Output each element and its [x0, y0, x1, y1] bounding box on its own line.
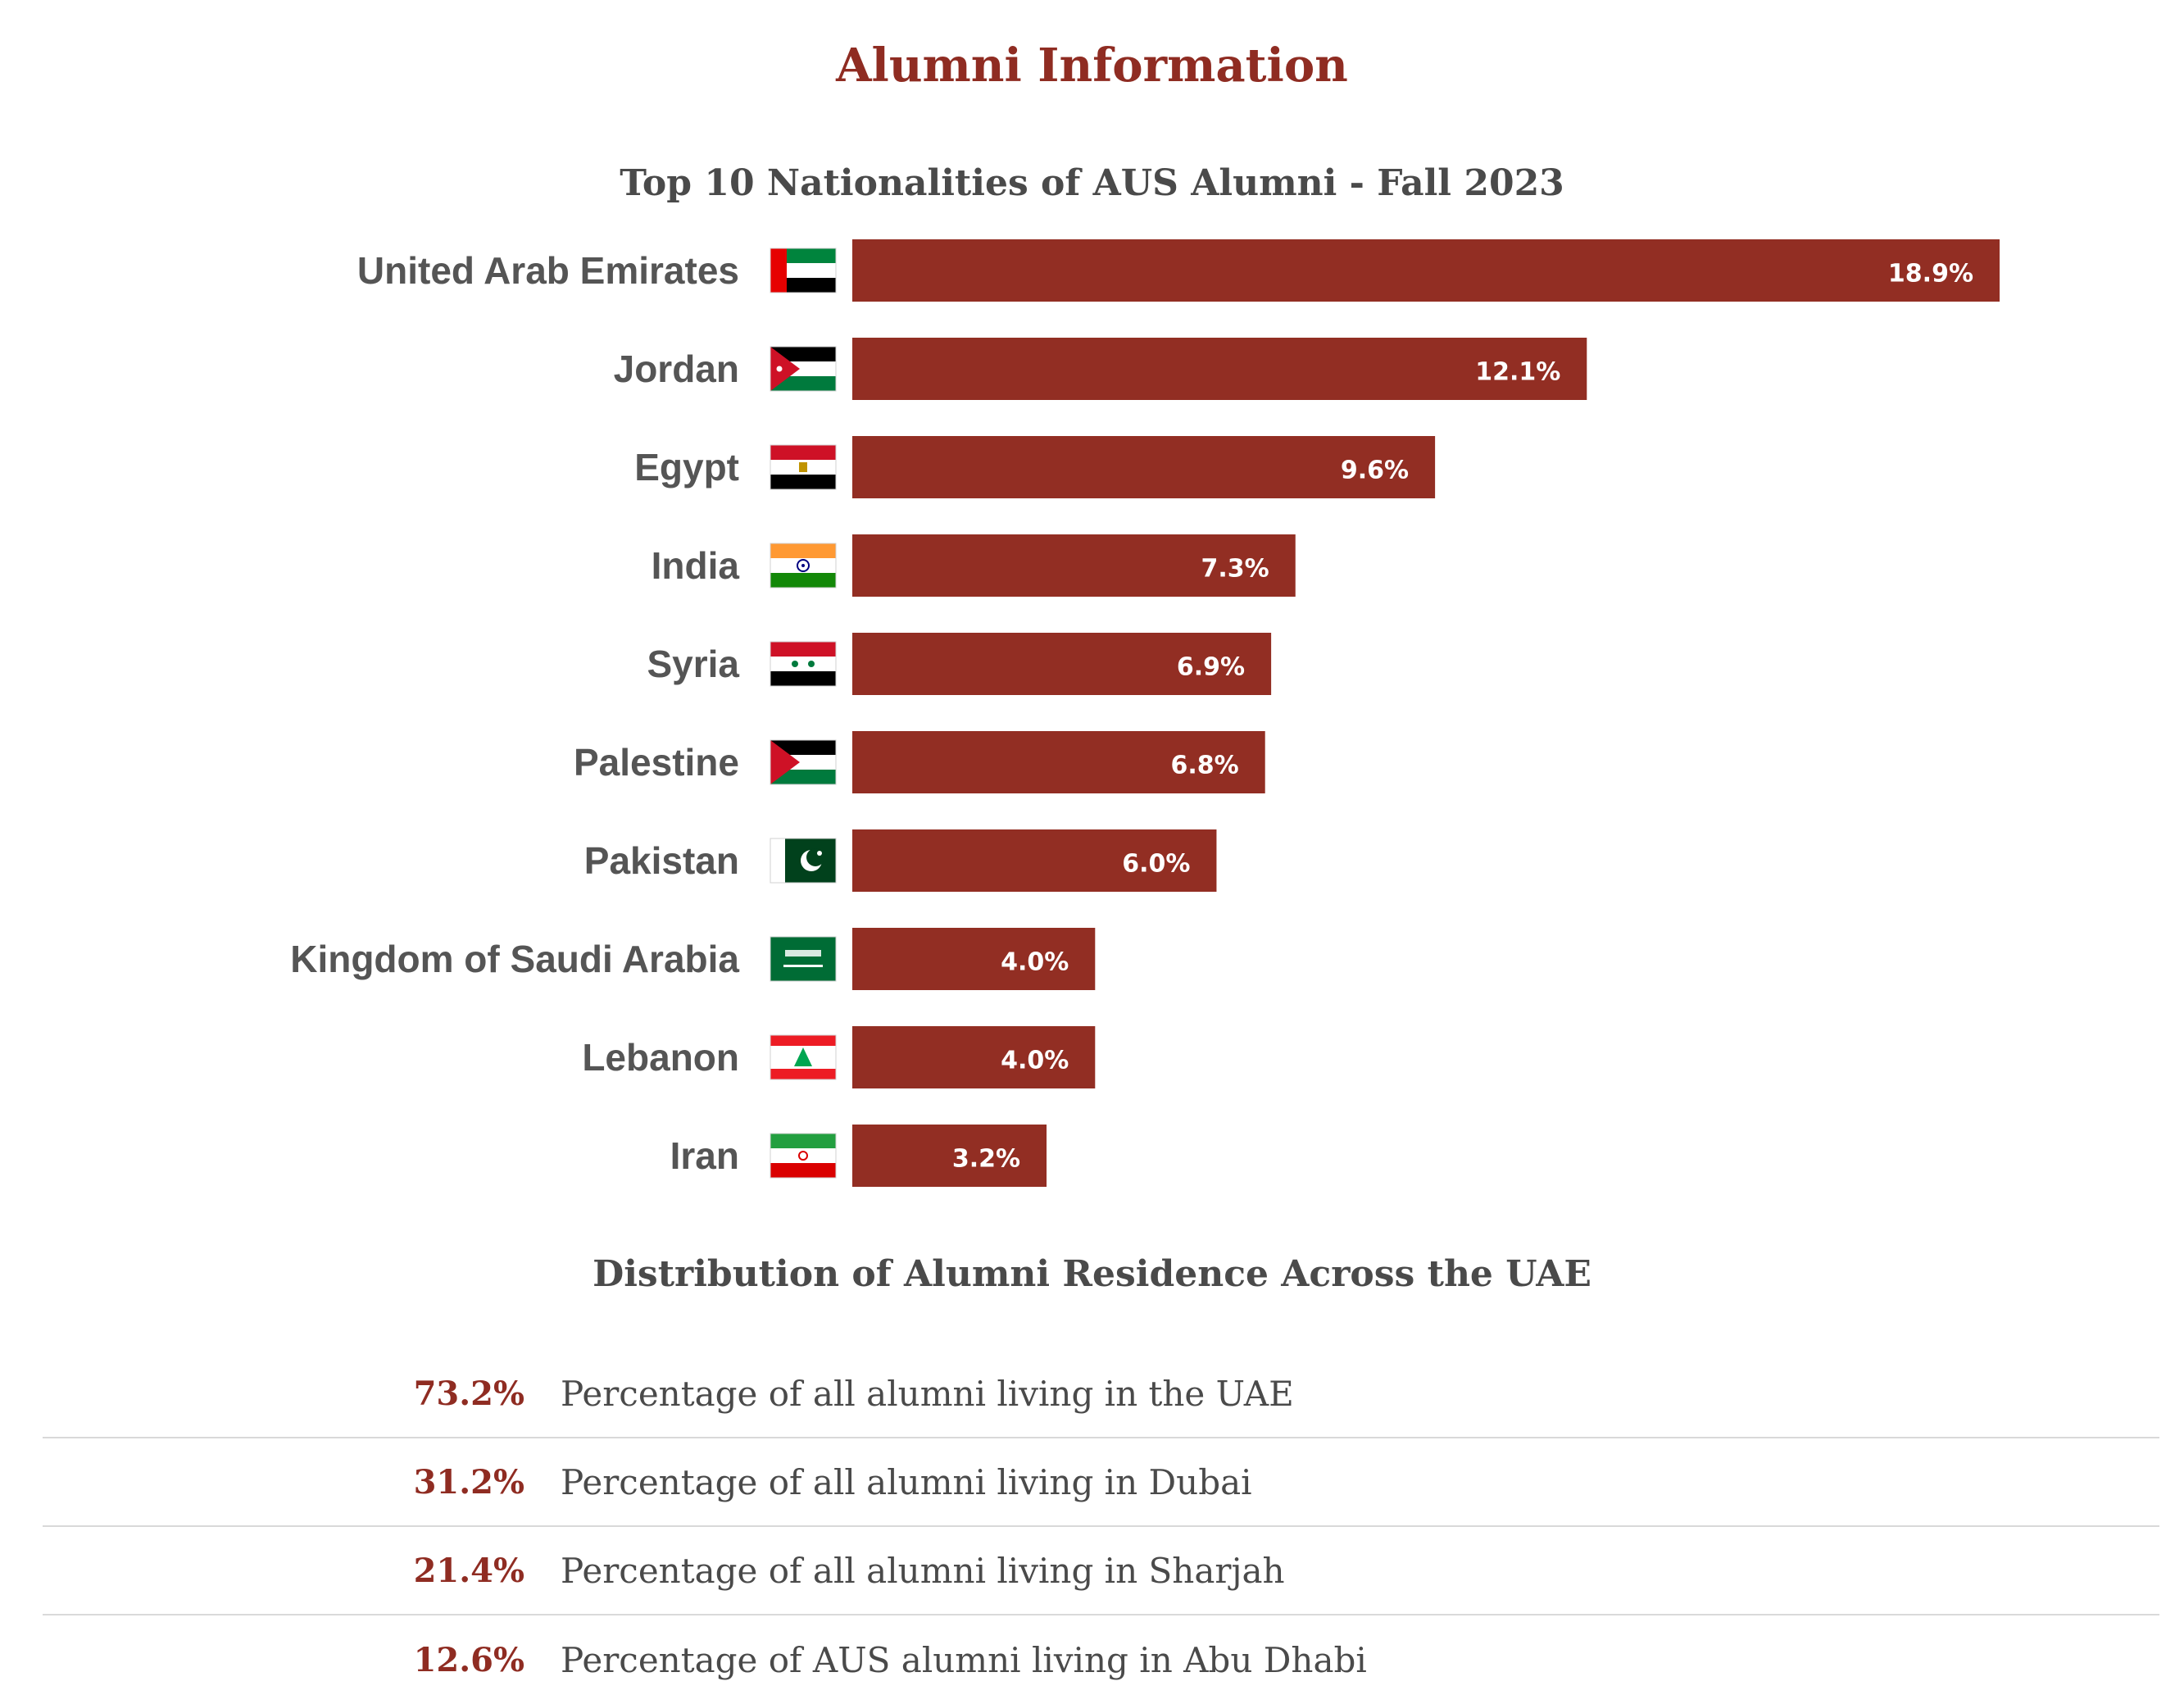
palestine-flag-icon	[770, 739, 837, 785]
bar-value-label: 4.0%	[1001, 1047, 1069, 1075]
bar-lebanon	[852, 1026, 1096, 1088]
bar-value-label: 6.0%	[1122, 850, 1190, 879]
stat-value: 21.4%	[413, 1551, 524, 1590]
category-label-lebanon: Lebanon	[582, 1036, 739, 1079]
residence-row-dubai: 31.2% Percentage of all alumni living in…	[43, 1438, 2159, 1527]
bar-united-arab-emirates	[852, 239, 2000, 302]
category-label-kingdom-of-saudi-arabia: Kingdom of Saudi Arabia	[290, 938, 739, 980]
nationalities-bar-chart: United Arab Emirates 18.9% Jordan 12.1% Egyp…	[290, 239, 2000, 1187]
category-label-united-arab-emirates: United Arab Emirates	[357, 249, 739, 292]
chart-title: Top 10 Nationalities of AUS Alumni - Fal…	[620, 162, 1564, 204]
saudi-arabia-flag-icon	[770, 936, 837, 982]
bar-value-label: 6.8%	[1171, 752, 1239, 780]
bar-kingdom-of-saudi-arabia	[852, 928, 1096, 990]
residence-stats-list: 73.2% Percentage of all alumni living in…	[43, 1350, 2159, 1704]
bar-value-label: 9.6%	[1341, 457, 1409, 485]
bar-palestine	[852, 731, 1265, 793]
bar-value-label: 18.9%	[1888, 260, 1973, 289]
category-label-syria: Syria	[647, 643, 739, 685]
residence-section-title: Distribution of Alumni Residence Across …	[593, 1253, 1591, 1295]
india-flag-icon	[770, 543, 837, 588]
syria-flag-icon	[770, 641, 837, 687]
egypt-flag-icon	[770, 444, 837, 490]
stat-value: 12.6%	[413, 1640, 524, 1679]
bar-value-label: 7.3%	[1201, 555, 1269, 584]
uae-flag-icon	[770, 248, 837, 293]
category-label-egypt: Egypt	[634, 446, 739, 488]
iran-flag-icon	[770, 1133, 837, 1179]
category-label-pakistan: Pakistan	[584, 839, 739, 882]
category-label-india: India	[652, 544, 740, 587]
bar-value-label: 4.0%	[1001, 948, 1069, 977]
bar-value-label: 6.9%	[1177, 653, 1245, 682]
bar-value-label: 12.1%	[1475, 358, 1560, 387]
stat-description: Percentage of AUS alumni living in Abu D…	[561, 1639, 1367, 1680]
stat-value: 31.2%	[413, 1462, 524, 1502]
stat-description: Percentage of all alumni living in the U…	[561, 1373, 1294, 1414]
page-title: Alumni Information	[836, 39, 1348, 93]
pakistan-flag-icon	[770, 838, 837, 884]
bar-pakistan	[852, 829, 1217, 892]
stat-value: 73.2%	[413, 1374, 524, 1413]
category-label-jordan: Jordan	[614, 348, 739, 390]
bar-jordan	[852, 338, 1587, 400]
residence-row-abu-dhabi: 12.6% Percentage of AUS alumni living in…	[43, 1615, 2159, 1704]
category-label-iran: Iran	[670, 1134, 739, 1177]
residence-row-uae: 73.2% Percentage of all alumni living in…	[43, 1350, 2159, 1438]
category-label-palestine: Palestine	[574, 741, 739, 784]
jordan-flag-icon	[770, 346, 837, 392]
bar-syria	[852, 633, 1272, 695]
bar-india	[852, 534, 1296, 597]
bar-egypt	[852, 436, 1436, 498]
stat-description: Percentage of all alumni living in Sharj…	[561, 1550, 1285, 1591]
stat-description: Percentage of all alumni living in Dubai	[561, 1461, 1252, 1502]
bar-iran	[852, 1125, 1047, 1187]
bar-value-label: 3.2%	[952, 1145, 1020, 1174]
residence-row-sharjah: 21.4% Percentage of all alumni living in…	[43, 1527, 2159, 1615]
lebanon-flag-icon	[770, 1034, 837, 1080]
